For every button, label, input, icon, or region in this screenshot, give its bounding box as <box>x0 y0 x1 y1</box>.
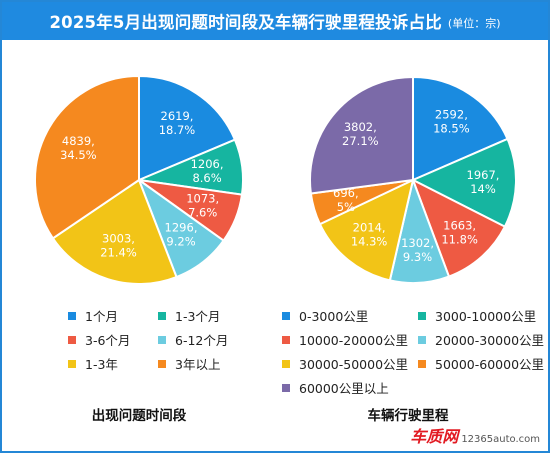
legend-time-period-item-0: 1个月 <box>68 306 118 325</box>
pie-mileage-percent-5: 5% <box>337 200 355 214</box>
legend-mileage-swatch-2 <box>282 335 290 344</box>
pie-time-period-percent-1: 8.6% <box>192 171 221 185</box>
pie-mileage-slice-6 <box>309 75 414 195</box>
legend-time-period-item-2: 3-6个月 <box>68 330 130 349</box>
legend-mileage-item-4: 30000-50000公里 <box>282 354 408 373</box>
pie-mileage-label-2: 1663, 11.8% <box>441 218 478 246</box>
legend-mileage-item-5: 50000-60000公里 <box>418 354 544 373</box>
legend-time-period-label-1: 1-3个月 <box>175 309 221 324</box>
pie-time-period-percent-5: 34.5% <box>60 148 97 162</box>
pie-time-period-label-5: 4839, 34.5% <box>60 134 97 162</box>
legend-mileage-label-0: 0-3000公里 <box>299 309 369 324</box>
legend-mileage-label-4: 30000-50000公里 <box>299 357 409 372</box>
pie-time-period-percent-3: 9.2% <box>166 234 195 248</box>
legend-mileage-item-6: 60000公里以上 <box>282 378 389 397</box>
legend-time-period-swatch-5 <box>158 359 166 368</box>
legend-mileage-swatch-3 <box>418 335 426 344</box>
legend-mileage-swatch-0 <box>282 311 290 320</box>
pie-mileage-slice-2 <box>411 177 507 278</box>
legend-mileage-label-6: 60000公里以上 <box>299 381 389 396</box>
legend-mileage-item-0: 0-3000公里 <box>282 306 368 325</box>
legend-mileage-swatch-5 <box>418 359 426 368</box>
legend-mileage-item-1: 3000-10000公里 <box>418 306 536 325</box>
pie-time-period-label-0: 2619, 18.7% <box>159 109 196 137</box>
chart-title-time-period: 出现问题时间段 <box>91 408 187 424</box>
pie-mileage-value-1: 1967, <box>467 168 500 182</box>
pie-mileage-value-3: 1302, <box>401 236 434 250</box>
pie-mileage-label-0: 2592, 18.5% <box>433 107 470 135</box>
page-title: 2025年5月出现问题时间段及车辆行驶里程投诉占比 <box>49 13 442 32</box>
legend-time-period-label-0: 1个月 <box>85 309 118 324</box>
legend-time-period-swatch-0 <box>68 311 76 320</box>
pie-time-period-label-2: 1073, 7.6% <box>186 192 219 220</box>
legend-time-period-swatch-4 <box>68 359 76 368</box>
pie-mileage-value-6: 3802, <box>344 120 377 134</box>
pie-time-period-slice-5 <box>34 74 140 240</box>
pie-time-period-slice-4 <box>51 178 178 285</box>
pie-mileage-percent-2: 11.8% <box>441 232 478 246</box>
pie-time-period-value-1: 1206, <box>191 157 224 171</box>
pie-mileage-percent-1: 14% <box>470 182 496 196</box>
legend-time-period-label-2: 3-6个月 <box>85 333 131 348</box>
pie-mileage-value-2: 1663, <box>443 218 476 232</box>
unit-label: (单位：宗) <box>447 16 501 30</box>
header-bar: 2025年5月出现问题时间段及车辆行驶里程投诉占比 (单位：宗) <box>2 2 548 40</box>
pie-mileage-value-0: 2592, <box>435 107 468 121</box>
pie-mileage-percent-0: 18.5% <box>433 121 470 135</box>
legend-time-period-item-4: 1-3年 <box>68 354 118 373</box>
pie-mileage-percent-3: 9.3% <box>403 250 432 264</box>
legend-time-period-label-3: 6-12个月 <box>175 333 229 348</box>
legend-mileage-swatch-6 <box>282 383 290 392</box>
pie-time-period-percent-2: 7.6% <box>188 206 217 220</box>
legend-time-period-item-1: 1-3个月 <box>158 306 220 325</box>
pie-mileage-label-4: 2014, 14.3% <box>351 221 388 249</box>
pie-time-period-value-0: 2619, <box>161 109 194 123</box>
legend-mileage-item-2: 10000-20000公里 <box>282 330 408 349</box>
legend-mileage-swatch-4 <box>282 359 290 368</box>
pie-time-period-label-4: 3003, 21.4% <box>100 232 137 260</box>
legend-time-period-item-5: 3年以上 <box>158 354 220 373</box>
legend-mileage-label-3: 20000-30000公里 <box>435 333 545 348</box>
legend-time-period-item-3: 6-12个月 <box>158 330 228 349</box>
watermark-url: 12365auto.com <box>461 434 540 445</box>
watermark-logo: 车质网 <box>410 427 459 446</box>
pie-mileage-label-6: 3802, 27.1% <box>342 120 379 148</box>
pie-mileage-slice-4 <box>318 178 415 282</box>
pie-time-period-slice-0 <box>138 74 237 182</box>
legend-mileage-swatch-1 <box>418 311 426 320</box>
legend-time-period-label-4: 1-3年 <box>85 357 118 372</box>
pie-time-period-value-3: 1296, <box>165 220 198 234</box>
legend-time-period-swatch-1 <box>158 311 166 320</box>
legend-time-period-swatch-3 <box>158 335 166 344</box>
legend-time-period-label-5: 3年以上 <box>175 357 221 372</box>
pie-mileage-percent-6: 27.1% <box>342 134 379 148</box>
pie-time-period-percent-0: 18.7% <box>159 123 196 137</box>
legend-mileage-label-1: 3000-10000公里 <box>435 309 537 324</box>
legend-mileage-label-5: 50000-60000公里 <box>435 357 545 372</box>
watermark: 车质网 12365auto.com <box>410 423 540 447</box>
pie-time-period-value-5: 4839, <box>62 134 95 148</box>
pie-mileage-percent-4: 14.3% <box>351 235 388 249</box>
pie-mileage-slice-1 <box>410 137 517 228</box>
legend-time-period-swatch-2 <box>68 335 76 344</box>
legend-mileage-label-2: 10000-20000公里 <box>299 333 409 348</box>
pie-mileage-value-4: 2014, <box>353 221 386 235</box>
pie-mileage-label-3: 1302, 9.3% <box>401 236 434 264</box>
pie-mileage-label-1: 1967, 14% <box>467 168 500 196</box>
pie-time-period-value-2: 1073, <box>186 192 219 206</box>
legend-mileage-item-3: 20000-30000公里 <box>418 330 544 349</box>
pie-time-period-value-4: 3003, <box>102 232 135 246</box>
pie-time-period-label-3: 1296, 9.2% <box>165 220 198 248</box>
pie-mileage-slice-0 <box>412 75 509 182</box>
pie-time-period-percent-4: 21.4% <box>100 246 137 260</box>
chart-title-mileage: 车辆行驶里程 <box>367 408 449 424</box>
pie-time-period-label-1: 1206, 8.6% <box>191 157 224 185</box>
